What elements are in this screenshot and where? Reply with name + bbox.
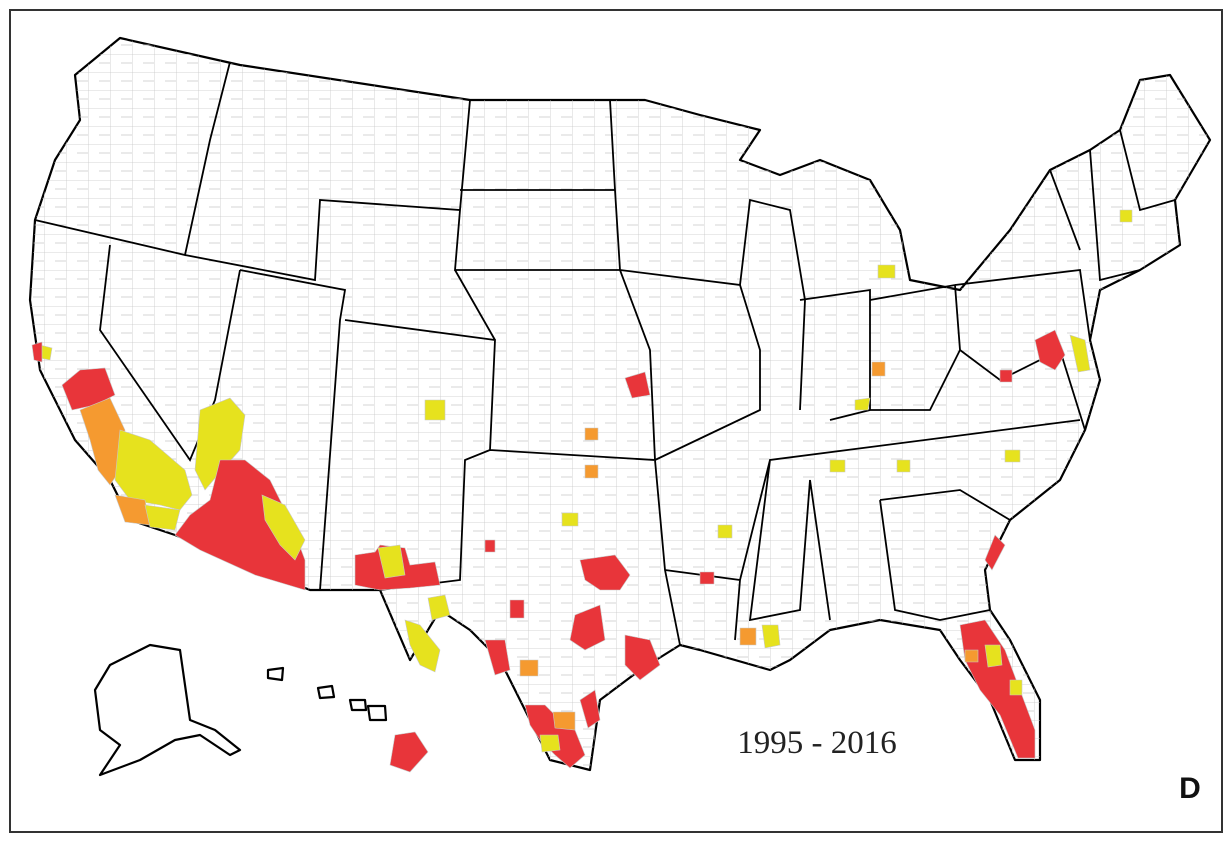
county-yellow bbox=[829, 459, 846, 473]
county-yellow bbox=[144, 504, 181, 531]
contiguous-us bbox=[28, 36, 1212, 772]
county-yellow bbox=[1119, 209, 1133, 223]
county-grid bbox=[30, 38, 1210, 770]
county-orange bbox=[964, 649, 979, 663]
county-red bbox=[959, 619, 1036, 759]
county-red bbox=[174, 459, 306, 591]
county-highlights bbox=[31, 209, 1133, 769]
county-red bbox=[1034, 329, 1066, 371]
county-red bbox=[699, 571, 715, 585]
county-yellow bbox=[539, 734, 561, 753]
county-yellow bbox=[1069, 334, 1091, 373]
county-red bbox=[569, 604, 606, 651]
county-yellow bbox=[424, 399, 446, 421]
county-yellow bbox=[984, 644, 1003, 668]
county-orange bbox=[871, 361, 886, 377]
county-red bbox=[509, 599, 525, 619]
county-yellow bbox=[377, 544, 406, 579]
state-borders bbox=[34, 61, 1176, 646]
county-yellow bbox=[717, 524, 733, 539]
county-yellow bbox=[1004, 449, 1021, 463]
county-yellow bbox=[404, 619, 441, 673]
panel-letter: D bbox=[1179, 772, 1201, 805]
county-orange bbox=[519, 659, 539, 677]
county-orange bbox=[584, 464, 599, 479]
hawaii-big-island bbox=[389, 731, 429, 773]
hawaii-small bbox=[266, 666, 388, 722]
county-red bbox=[579, 689, 601, 729]
county-yellow bbox=[261, 494, 306, 561]
county-red bbox=[624, 371, 651, 399]
county-yellow bbox=[1009, 679, 1023, 696]
county-yellow bbox=[896, 459, 911, 473]
period-label: 1995 - 2016 bbox=[737, 725, 897, 761]
alaska bbox=[93, 643, 242, 777]
county-yellow bbox=[854, 397, 871, 411]
county-yellow bbox=[561, 512, 579, 527]
county-red bbox=[624, 634, 661, 681]
county-red bbox=[984, 534, 1006, 571]
county-red bbox=[579, 554, 631, 591]
county-orange bbox=[739, 627, 757, 646]
county-red bbox=[484, 639, 511, 676]
county-red bbox=[999, 369, 1013, 383]
county-yellow bbox=[877, 264, 896, 279]
county-red bbox=[31, 341, 43, 363]
county-red bbox=[484, 539, 496, 553]
county-orange bbox=[584, 427, 599, 441]
alaska-hawaii bbox=[93, 643, 429, 777]
county-orange bbox=[552, 711, 576, 731]
county-red bbox=[61, 367, 116, 411]
county-yellow bbox=[427, 594, 451, 621]
county-yellow bbox=[761, 624, 781, 649]
